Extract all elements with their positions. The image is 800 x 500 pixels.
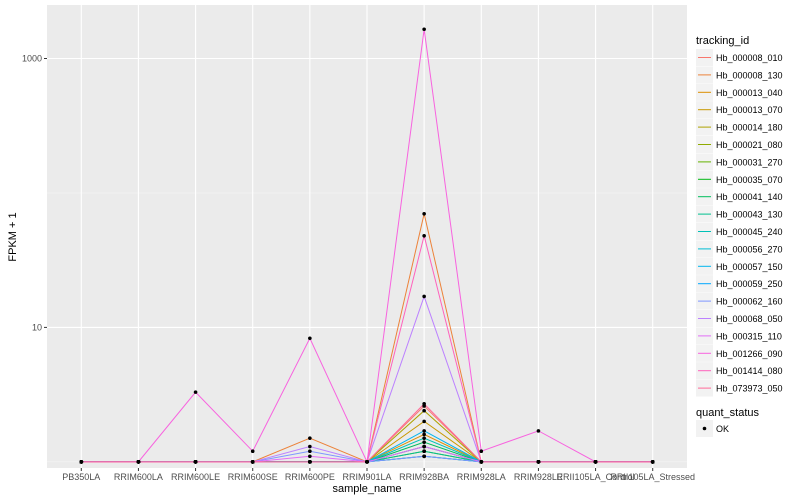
legend-item: Hb_073973_050 bbox=[696, 379, 783, 397]
legend-item: Hb_000059_250 bbox=[696, 275, 783, 293]
legend-item: Hb_000043_130 bbox=[696, 205, 783, 223]
data-point bbox=[422, 419, 426, 424]
data-point bbox=[422, 211, 426, 216]
y-axis: 1000 10 bbox=[22, 54, 47, 332]
legend-item: Hb_001414_080 bbox=[696, 362, 783, 380]
legend-label: Hb_000041_140 bbox=[716, 192, 783, 202]
legend-label: Hb_000059_250 bbox=[716, 279, 783, 289]
legend-label: Hb_000013_070 bbox=[716, 105, 783, 115]
legend-label: Hb_000068_050 bbox=[716, 314, 783, 324]
legend-item: Hb_000031_270 bbox=[696, 153, 783, 171]
legend-items: Hb_000008_010 Hb_000008_130 Hb_000013_040 H… bbox=[696, 49, 783, 397]
legend-item: Hb_000057_150 bbox=[696, 257, 783, 275]
data-point bbox=[422, 449, 426, 454]
data-point bbox=[650, 460, 655, 464]
data-point bbox=[422, 408, 426, 413]
data-point bbox=[422, 432, 426, 437]
legend: tracking_id Hb_000008_010Hb_000008_130Hb… bbox=[696, 35, 783, 437]
legend-label: Hb_001266_090 bbox=[716, 349, 783, 359]
legend-item: Hb_001266_090 bbox=[696, 344, 783, 362]
legend-status-title: quant_status bbox=[696, 407, 759, 419]
x-tick-label: RRIM928LA bbox=[457, 472, 506, 482]
x-tick-label: RRIM928LE bbox=[514, 472, 563, 482]
legend-label: Hb_001414_080 bbox=[716, 366, 783, 376]
legend-label: Hb_000062_160 bbox=[716, 297, 783, 307]
plot-panel bbox=[47, 5, 687, 468]
legend-label: Hb_000315_110 bbox=[716, 331, 782, 341]
legend-label: Hb_073973_050 bbox=[716, 384, 783, 394]
data-point bbox=[193, 390, 198, 394]
y-axis-title: FPKM + 1 bbox=[7, 212, 19, 261]
legend-label: Hb_000056_270 bbox=[716, 244, 783, 254]
data-point bbox=[422, 402, 426, 406]
data-point bbox=[479, 460, 484, 464]
data-point bbox=[308, 449, 312, 454]
x-tick-label: PB350LA bbox=[62, 472, 100, 482]
legend-item: Hb_000008_010 bbox=[696, 49, 783, 66]
legend-item: Hb_000062_160 bbox=[696, 292, 783, 310]
x-axis: PB350LA RRIM600LA RRIM600LE RRIM600SE RRIM60… bbox=[62, 468, 695, 482]
legend-item: Hb_000013_040 bbox=[696, 83, 783, 101]
data-points bbox=[79, 27, 655, 464]
legend-label: Hb_000021_080 bbox=[716, 140, 783, 150]
data-point bbox=[422, 27, 426, 32]
data-point bbox=[308, 436, 312, 440]
data-point bbox=[136, 460, 141, 464]
data-point bbox=[536, 460, 541, 464]
legend-label: Hb_000008_130 bbox=[716, 70, 783, 80]
data-point bbox=[308, 454, 312, 459]
legend-label: Hb_000057_150 bbox=[716, 262, 783, 272]
legend-item: Hb_000021_080 bbox=[696, 136, 783, 153]
data-point bbox=[422, 294, 426, 299]
x-tick-label: RRIM600PE bbox=[285, 472, 335, 482]
legend-item: Hb_000315_110 bbox=[696, 327, 782, 345]
x-tick-label: RRIM600LA bbox=[114, 472, 163, 482]
data-point bbox=[308, 460, 312, 464]
data-point bbox=[308, 444, 312, 449]
legend-status-point bbox=[702, 426, 707, 431]
legend-item: Hb_000068_050 bbox=[696, 310, 783, 327]
data-point bbox=[479, 449, 484, 454]
legend-item: Hb_000045_240 bbox=[696, 223, 783, 240]
data-point bbox=[422, 444, 426, 449]
data-point bbox=[536, 429, 541, 433]
data-point bbox=[422, 429, 426, 433]
legend-item: Hb_000008_130 bbox=[696, 66, 783, 84]
data-point bbox=[308, 336, 312, 341]
data-point bbox=[250, 460, 255, 464]
legend-label: Hb_000043_130 bbox=[716, 210, 783, 220]
y-tick-label: 1000 bbox=[22, 54, 42, 64]
x-tick-label: RRIM901LA bbox=[342, 472, 391, 482]
legend-label: Hb_000013_040 bbox=[716, 88, 783, 98]
legend-item: Hb_000014_180 bbox=[696, 118, 783, 136]
data-point bbox=[250, 449, 255, 454]
legend-label: Hb_000035_070 bbox=[716, 175, 783, 185]
legend-item: Hb_000056_270 bbox=[696, 240, 783, 258]
data-point bbox=[422, 234, 426, 238]
x-axis-title: sample_name bbox=[332, 483, 401, 495]
legend-label: Hb_000045_240 bbox=[716, 227, 783, 237]
data-point bbox=[422, 436, 426, 440]
data-point bbox=[365, 460, 369, 464]
data-point bbox=[422, 440, 426, 445]
legend-title: tracking_id bbox=[696, 35, 749, 47]
y-tick-label: 10 bbox=[32, 322, 42, 332]
data-point bbox=[79, 460, 84, 464]
legend-item: Hb_000013_070 bbox=[696, 101, 783, 119]
legend-label: Hb_000008_010 bbox=[716, 53, 783, 63]
legend-label: Hb_000014_180 bbox=[716, 123, 783, 133]
x-tick-label: RRIM600LE bbox=[171, 472, 220, 482]
data-point bbox=[593, 460, 598, 464]
legend-item: Hb_000035_070 bbox=[696, 170, 783, 188]
data-point bbox=[193, 460, 198, 464]
x-tick-label: RRIM928BA bbox=[399, 472, 449, 482]
x-tick-label: RRII105LA_Control bbox=[557, 472, 635, 482]
legend-status-label: OK bbox=[716, 424, 729, 434]
legend-item: Hb_000041_140 bbox=[696, 188, 783, 206]
data-point bbox=[422, 454, 426, 459]
legend-label: Hb_000031_270 bbox=[716, 157, 783, 167]
x-tick-label: RRIM600SE bbox=[228, 472, 278, 482]
x-tick-label: RRII105LA_Stressed bbox=[610, 472, 695, 482]
